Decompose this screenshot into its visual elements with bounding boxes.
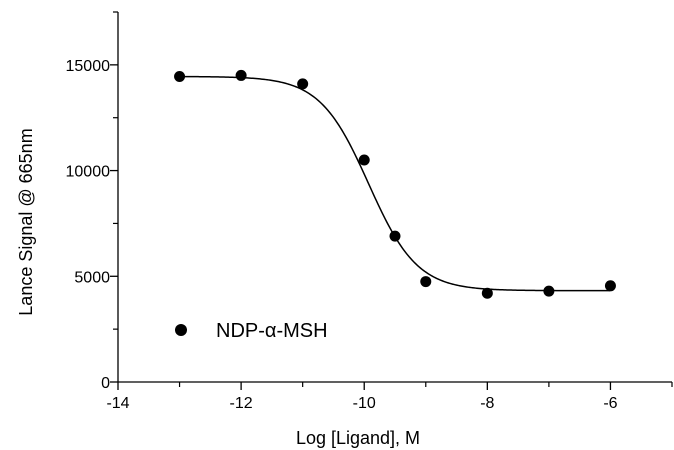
y-tick-label: 10000	[66, 164, 111, 181]
data-point	[389, 230, 401, 242]
y-axis-title: Lance Signal @ 665nm	[16, 128, 36, 315]
y-axis-ticks: 0 5000 10000 15000	[66, 11, 118, 392]
legend-label: NDP-α-MSH	[216, 320, 328, 342]
y-tick-label: 0	[101, 375, 110, 392]
data-point	[604, 280, 616, 292]
fit-curve	[179, 75, 611, 292]
x-axis-ticks: -14 -12 -10 -8 -6	[106, 382, 673, 412]
data-point	[543, 285, 555, 297]
y-tick-label: 5000	[74, 269, 110, 286]
data-points-layer	[174, 69, 616, 299]
data-point	[358, 154, 370, 166]
data-point	[420, 276, 432, 288]
data-point	[235, 69, 247, 81]
legend: NDP-α-MSH	[175, 320, 328, 342]
data-point	[174, 70, 186, 82]
axes	[117, 12, 672, 383]
x-tick-label: -12	[230, 395, 253, 412]
data-point	[481, 287, 493, 299]
legend-marker	[175, 324, 187, 336]
x-tick-label: -10	[353, 395, 376, 412]
x-axis-title: Log [Ligand], M	[296, 428, 420, 448]
fit-curve-layer	[179, 75, 611, 292]
x-tick-label: -14	[106, 395, 129, 412]
y-tick-label: 15000	[66, 58, 111, 75]
x-tick-label: -6	[603, 395, 617, 412]
x-tick-label: -8	[480, 395, 494, 412]
data-point	[297, 78, 309, 90]
